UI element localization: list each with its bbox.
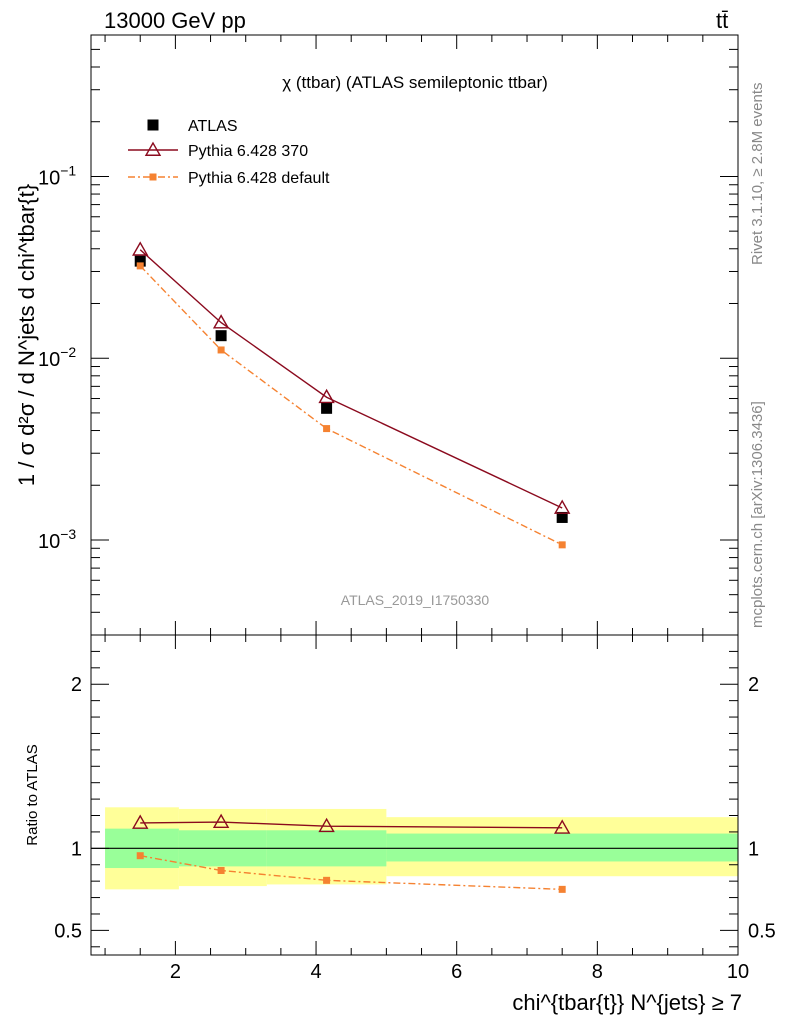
main-y-tick-label: 10−1: [38, 162, 76, 189]
ratio-pythia-6-428-default-point: [217, 866, 225, 874]
ratio-pythia-6-428-370-point: [132, 814, 149, 829]
legend-atlas-label: ATLAS: [188, 118, 238, 135]
ratio-pythia-6-428-370-point: [553, 819, 571, 834]
main-pythia-6-428-370-point: [132, 241, 149, 256]
main-y-tick-label: 10−2: [38, 344, 76, 371]
legend-pythia-6-428-default-marker: [149, 173, 157, 181]
x-axis-label: chi^{tbar{t}} N^{jets} ≥ 7: [512, 990, 742, 1015]
x-tick-label: 4: [310, 961, 321, 983]
ratio-y-tick-label-right: 1: [748, 838, 759, 860]
ratio-y-axis-label: Ratio to ATLAS: [24, 744, 41, 845]
main-pythia-6-428-370-line: [139, 249, 563, 509]
main-y-axis-label: 1 / σ d²σ / d N^jets d chi^tbar{t}: [14, 184, 39, 486]
main-y-tick-label: 10−3: [38, 526, 76, 553]
x-tick-label: 8: [592, 961, 603, 983]
rivet-version-label: Rivet 3.1.10, ≥ 2.8M events: [749, 83, 766, 266]
process-label: tt̄: [716, 8, 728, 33]
legend-pythia-6-428-default-label: Pythia 6.428 default: [188, 170, 330, 187]
main-pythia-6-428-default-line: [139, 265, 563, 546]
ratio-y-tick-label-left: 1: [71, 838, 82, 860]
legend-pythia-6-428-370-label: Pythia 6.428 370: [188, 143, 308, 160]
ratio-pythia-6-428-default-line: [140, 855, 563, 891]
main-atlas-point: [215, 330, 227, 342]
main-pythia-6-428-370-point: [553, 499, 571, 514]
analysis-watermark: ATLAS_2019_I1750330: [341, 592, 490, 608]
main-pythia-6-428-default-point: [217, 346, 225, 354]
ratio-uncertainty-band-inner: [386, 833, 738, 862]
ratio-panel: 2 4 6 8 10 0.5 0.5 1 1 2 2 Ratio to ATLAS chi^{tba…: [24, 634, 776, 1015]
main-atlas-point: [321, 402, 333, 414]
ratio-y-tick-label-right: 0.5: [748, 920, 776, 942]
ratio-y-tick-label-right: 2: [748, 674, 759, 696]
x-tick-label: 2: [170, 961, 181, 983]
energy-label: 13000 GeV pp: [104, 8, 246, 33]
ratio-y-tick-label-left: 2: [71, 674, 82, 696]
main-panel: 10−3 10−2 10−1 χ (ttbar) (ATLAS semilepton…: [14, 34, 739, 636]
ratio-pythia-6-428-370-point: [212, 813, 230, 829]
ratio-y-tick-label-left: 0.5: [54, 920, 82, 942]
x-tick-label: 6: [451, 961, 462, 983]
ratio-pythia-6-428-default-point: [136, 852, 144, 860]
main-pythia-6-428-default-point: [558, 541, 566, 549]
main-atlas-point: [134, 255, 146, 267]
x-tick-label: 10: [727, 961, 749, 983]
main-atlas-point: [556, 511, 568, 523]
legend-atlas-marker: [147, 119, 159, 131]
main-pythia-6-428-default-point: [136, 262, 144, 270]
legend: ATLAS Pythia 6.428 370 Pythia 6.428 defaul…: [128, 118, 330, 187]
main-pythia-6-428-default-point: [323, 425, 331, 433]
main-pythia-6-428-370-point: [318, 388, 335, 404]
ratio-pythia-6-428-default-point: [323, 876, 331, 884]
main-pythia-6-428-370-point: [212, 314, 230, 329]
plot-title: χ (ttbar) (ATLAS semileptonic ttbar): [282, 73, 548, 92]
legend-pythia-6-428-370-marker: [144, 141, 162, 156]
mcplots-label: mcplots.cern.ch [arXiv:1306.3436]: [749, 401, 766, 628]
ratio-pythia-6-428-370-point: [318, 817, 335, 833]
ratio-frame: [90, 634, 739, 956]
ratio-pythia-6-428-370-line: [140, 821, 563, 829]
ratio-pythia-6-428-default-point: [558, 885, 566, 893]
